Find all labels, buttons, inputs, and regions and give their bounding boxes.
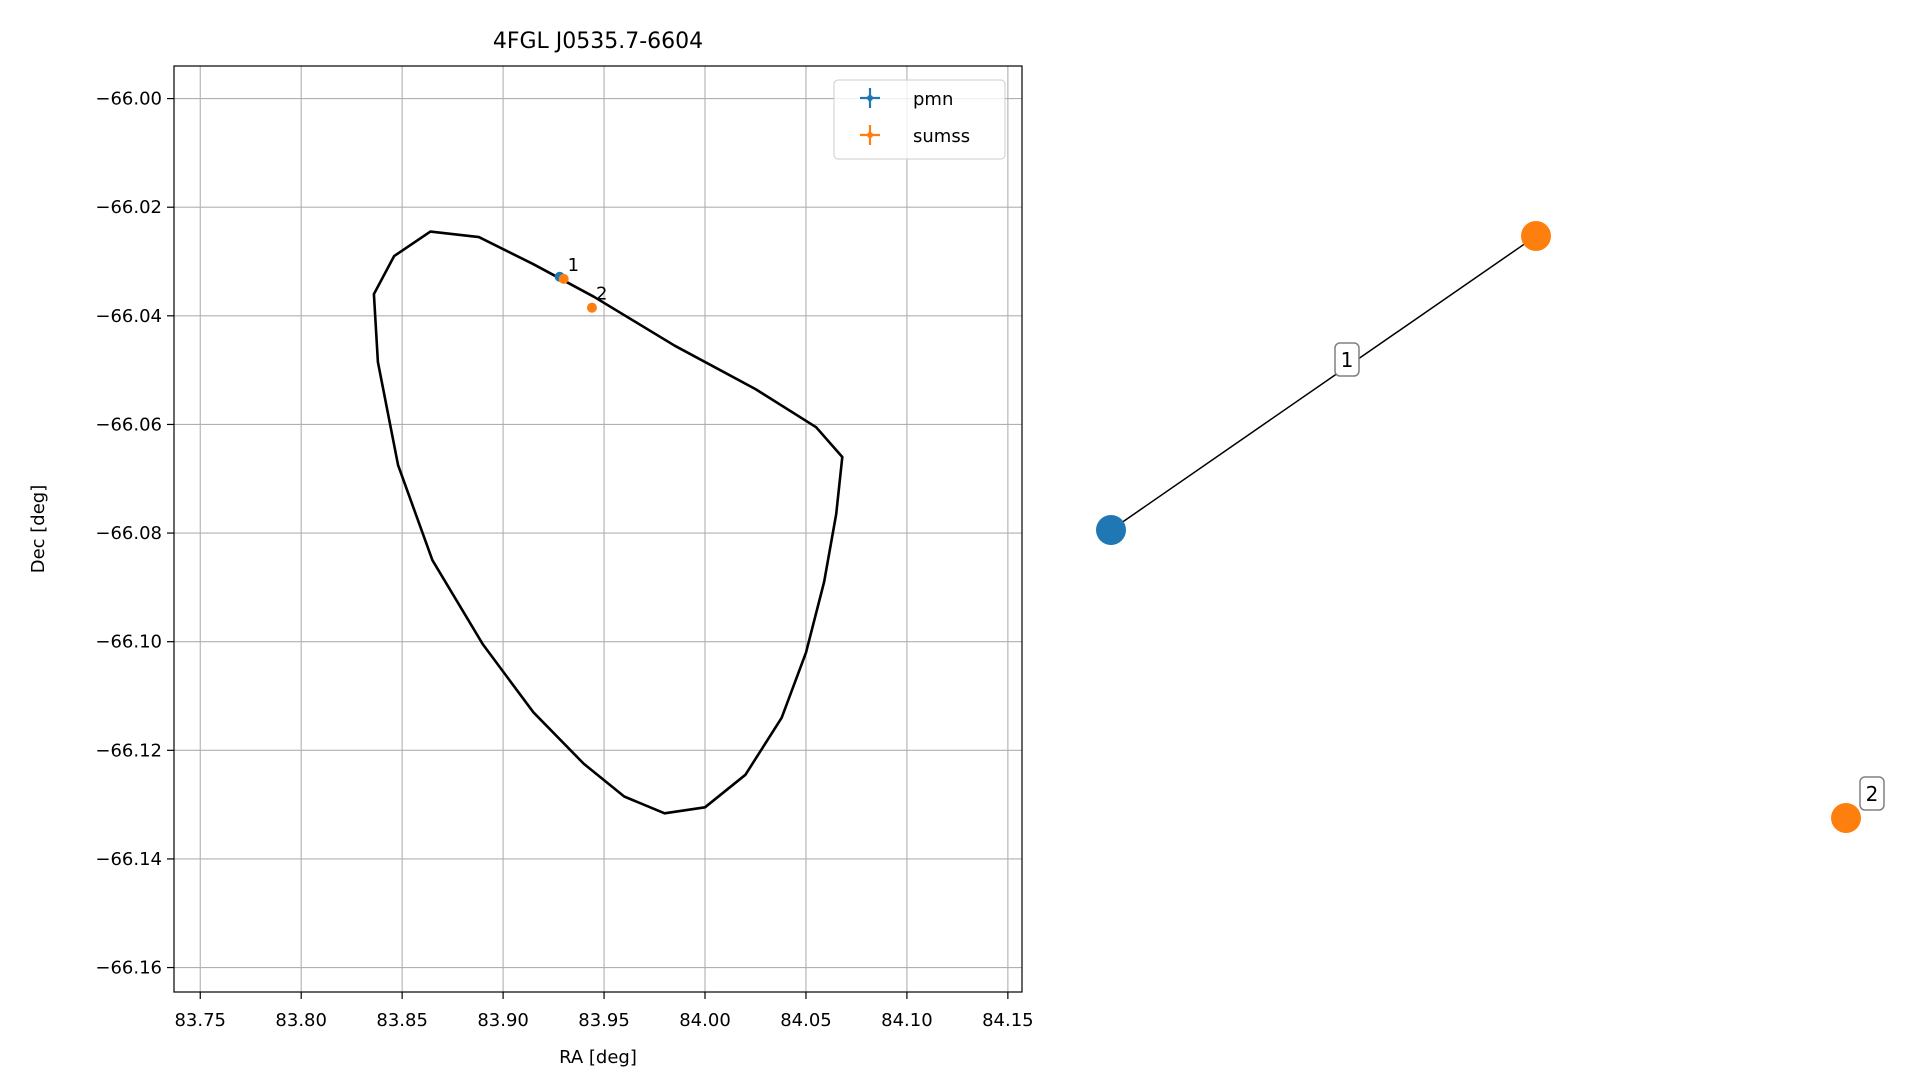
legend-marker-pmn (860, 88, 880, 108)
y-tick-label: −66.16 (95, 958, 162, 979)
x-tick-label: 83.75 (174, 1010, 226, 1031)
x-tick-label: 83.95 (578, 1010, 630, 1031)
data-point-sumss (586, 302, 597, 313)
x-tick-label: 84.05 (780, 1010, 832, 1031)
legend-label-sumss: sumss (913, 126, 970, 147)
data-points: 12 (554, 255, 607, 313)
node-label-box (1859, 776, 1885, 811)
legend: pmn sumss (833, 79, 1006, 160)
x-tick-label: 84.00 (679, 1010, 731, 1031)
legend-marker-sumss (860, 125, 880, 145)
axis-ticks: 83.75 83.80 83.85 83.90 83.95 84.00 84.05 84.10… (95, 89, 1033, 1031)
y-tick-label: −66.00 (95, 89, 162, 110)
y-tick-label: −66.04 (95, 306, 162, 327)
node-label-2: 2 (1859, 776, 1885, 811)
edge-label-1: 1 (1334, 342, 1360, 377)
legend-label-pmn: pmn (913, 89, 953, 110)
node-label-text: 2 (1866, 782, 1879, 806)
axes-frame (173, 65, 1023, 993)
graph-edge-pmn-sumss-1 (1110, 235, 1537, 531)
y-tick-label: −66.08 (95, 523, 162, 544)
y-tick-label: −66.10 (95, 632, 162, 653)
y-tick-label: −66.06 (95, 414, 162, 435)
x-tick-label: 84.15 (982, 1010, 1034, 1031)
y-axis-label: Dec [deg] (28, 485, 49, 574)
data-point-sumss (558, 273, 569, 284)
graph-node-sumss-1 (1521, 221, 1551, 251)
graph-node-pmn (1096, 515, 1126, 545)
point-label: 1 (568, 255, 579, 276)
network-graph: 1 2 (1096, 221, 1885, 833)
x-axis-label: RA [deg] (559, 1047, 637, 1068)
x-tick-label: 83.90 (477, 1010, 529, 1031)
y-tick-label: −66.14 (95, 849, 162, 870)
y-tick-label: −66.02 (95, 197, 162, 218)
point-label: 2 (596, 284, 607, 305)
chart-title: 4FGL J0535.7-6604 (493, 29, 703, 54)
legend-box (833, 79, 1006, 160)
graph-node-sumss-2 (1831, 803, 1861, 833)
x-tick-label: 83.85 (376, 1010, 428, 1031)
edge-label-box (1334, 342, 1360, 377)
edge-label-text: 1 (1341, 348, 1354, 372)
y-tick-label: −66.12 (95, 740, 162, 761)
error-ellipse (372, 230, 844, 815)
x-tick-label: 83.80 (275, 1010, 327, 1031)
x-tick-label: 84.10 (881, 1010, 933, 1031)
error-ellipse-layer (372, 230, 844, 815)
scatter-plot: 12 83.75 83.80 83.85 83.90 83.95 84.00 84.05 84… (28, 29, 1034, 1068)
grid (174, 66, 1022, 992)
